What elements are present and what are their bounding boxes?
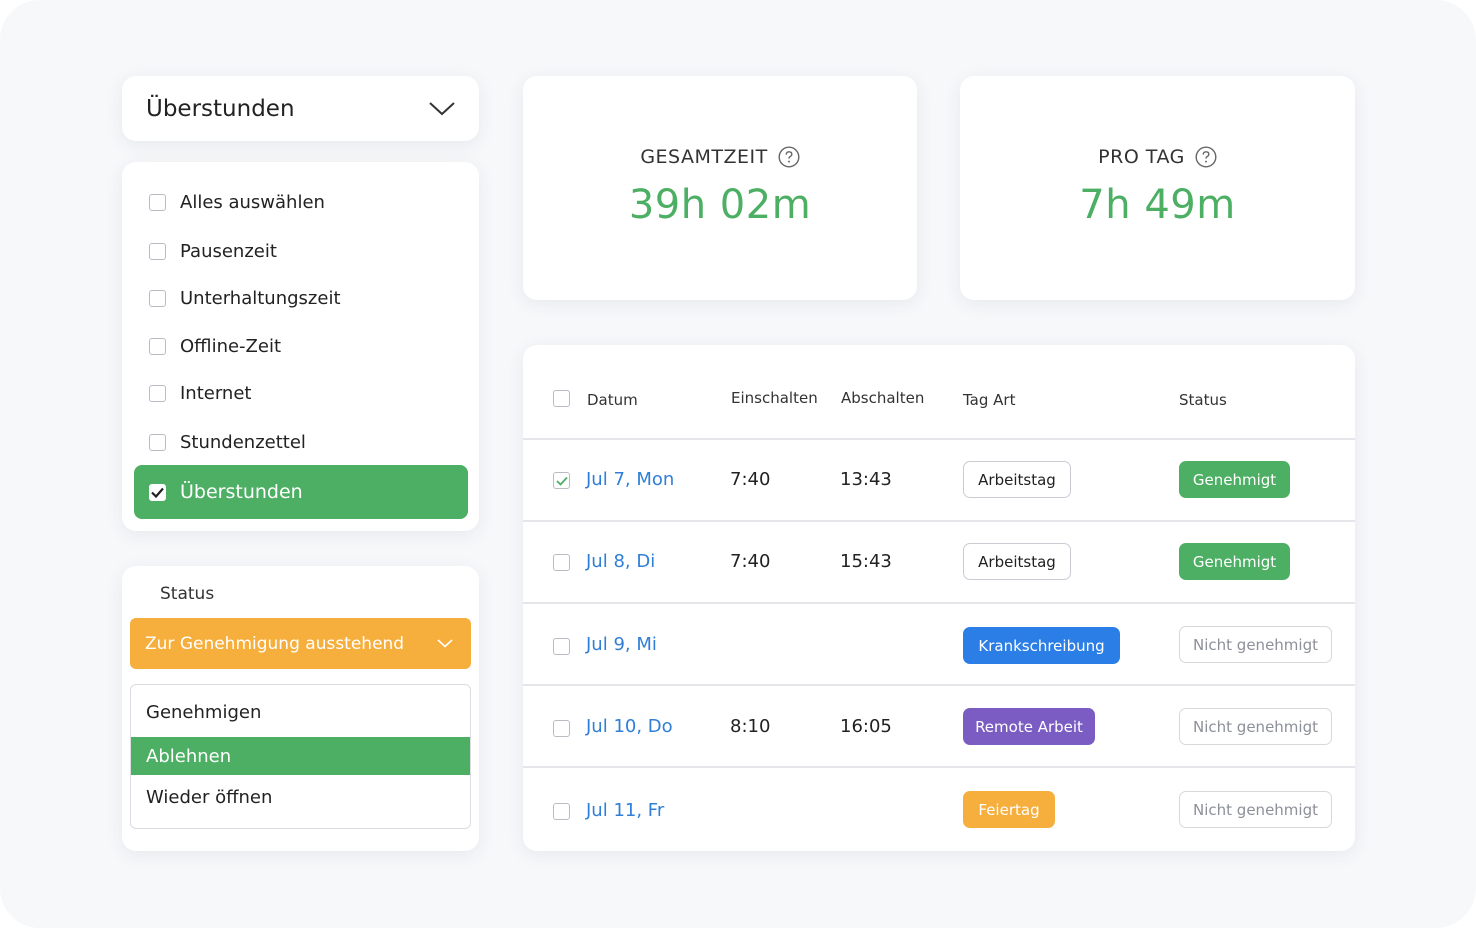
day-type-badge: Krankschreibung [963,627,1120,664]
status-badge[interactable]: Nicht genehmigt [1179,708,1332,745]
day-type-badge: Feiertag [963,791,1055,828]
row-checkbox[interactable] [553,554,570,571]
chevron-down-icon [429,101,455,115]
total-time-card: GESAMTZEIT 39h 02m [523,76,917,300]
status-option-approve[interactable]: Genehmigen [146,702,262,723]
checkmark-icon [555,476,568,486]
row-clock-in: 8:10 [730,716,771,737]
category-dropdown-value: Überstunden [146,95,295,122]
table-row[interactable]: Jul 7, Mon 7:40 13:43 Arbeitstag Genehmi… [523,440,1355,522]
checkbox[interactable] [149,337,166,355]
checkbox[interactable] [149,384,166,402]
status-badge[interactable]: Genehmigt [1179,543,1290,580]
status-badge[interactable]: Nicht genehmigt [1179,791,1332,828]
status-badge[interactable]: Genehmigt [1179,461,1290,498]
table-row[interactable]: Jul 8, Di 7:40 15:43 Arbeitstag Genehmig… [523,522,1355,604]
checklist-item-label: Internet [180,382,252,404]
checklist-item-label: Pausenzeit [180,240,277,262]
column-header-clock-out: Abschalten [841,389,925,407]
column-header-day-type: Tag Art [963,391,1016,409]
timesheet-table: Datum Einschalten Abschalten Tag Art Sta… [523,345,1355,851]
checklist-item-timesheet[interactable]: Stundenzettel [134,418,468,466]
row-date-link[interactable]: Jul 10, Do [586,716,673,737]
day-type-badge: Remote Arbeit [963,708,1095,745]
column-header-status: Status [1179,391,1227,409]
table-row[interactable]: Jul 10, Do 8:10 16:05 Remote Arbeit Nich… [523,686,1355,768]
total-time-label: GESAMTZEIT [640,146,768,168]
category-dropdown[interactable]: Überstunden [122,76,479,141]
select-all-checkbox[interactable] [553,390,570,407]
checkbox[interactable] [149,242,166,260]
row-clock-out: 13:43 [840,469,892,490]
status-filter-title: Status [160,584,215,604]
checkbox-checked[interactable] [149,483,166,501]
status-badge[interactable]: Nicht genehmigt [1179,626,1332,663]
checklist-item-overtime[interactable]: Überstunden [134,465,468,519]
help-icon[interactable] [778,146,800,168]
checklist-item-select-all[interactable]: Alles auswählen [134,178,468,226]
chevron-down-icon [437,639,453,648]
checklist-item-break-time[interactable]: Pausenzeit [134,227,468,275]
row-clock-out: 16:05 [840,716,892,737]
row-date-link[interactable]: Jul 8, Di [586,551,656,572]
day-type-badge: Arbeitstag [963,461,1071,498]
status-option-reject[interactable]: Ablehnen [131,737,470,775]
row-clock-in: 7:40 [730,551,771,572]
help-icon[interactable] [1195,146,1217,168]
total-time-value: 39h 02m [628,182,812,228]
row-date-link[interactable]: Jul 9, Mi [586,634,657,655]
column-header-clock-in: Einschalten [731,389,818,407]
column-header-date: Datum [587,391,638,409]
checklist-item-label: Überstunden [180,481,303,503]
row-checkbox-checked[interactable] [553,472,570,489]
day-type-badge: Arbeitstag [963,543,1071,580]
checklist-item-label: Unterhaltungszeit [180,287,341,309]
status-options-list: Genehmigen Ablehnen Wieder öffnen [130,684,471,829]
row-checkbox[interactable] [553,720,570,737]
row-checkbox[interactable] [553,803,570,820]
row-date-link[interactable]: Jul 11, Fr [586,800,665,821]
checklist-item-internet[interactable]: Internet [134,369,468,417]
table-row[interactable]: Jul 9, Mi Krankschreibung Nicht genehmig… [523,604,1355,686]
category-checklist: Alles auswählen Pausenzeit Unterhaltungs… [122,162,479,531]
checklist-item-label: Alles auswählen [180,191,325,213]
checkmark-icon [151,487,164,498]
checklist-item-offline-time[interactable]: Offline-Zeit [134,322,468,370]
row-checkbox[interactable] [553,638,570,655]
table-row[interactable]: Jul 11, Fr Feiertag Nicht genehmigt [523,768,1355,850]
status-option-reopen[interactable]: Wieder öffnen [146,787,273,808]
checkbox[interactable] [149,193,166,211]
status-select[interactable]: Zur Genehmigung ausstehend [130,618,471,669]
checklist-item-label: Stundenzettel [180,431,306,453]
per-day-card: PRO TAG 7h 49m [960,76,1355,300]
table-header: Datum Einschalten Abschalten Tag Art Sta… [523,345,1355,440]
per-day-value: 7h 49m [1079,182,1236,228]
row-date-link[interactable]: Jul 7, Mon [586,469,675,490]
status-select-value: Zur Genehmigung ausstehend [145,633,405,654]
row-clock-out: 15:43 [840,551,892,572]
row-clock-in: 7:40 [730,469,771,490]
checkbox[interactable] [149,289,166,307]
checklist-item-label: Offline-Zeit [180,335,282,357]
checklist-item-entertainment-time[interactable]: Unterhaltungszeit [134,274,468,322]
per-day-label: PRO TAG [1098,146,1185,168]
checkbox[interactable] [149,433,166,451]
status-filter-card: Status Zur Genehmigung ausstehend Genehm… [122,566,479,851]
